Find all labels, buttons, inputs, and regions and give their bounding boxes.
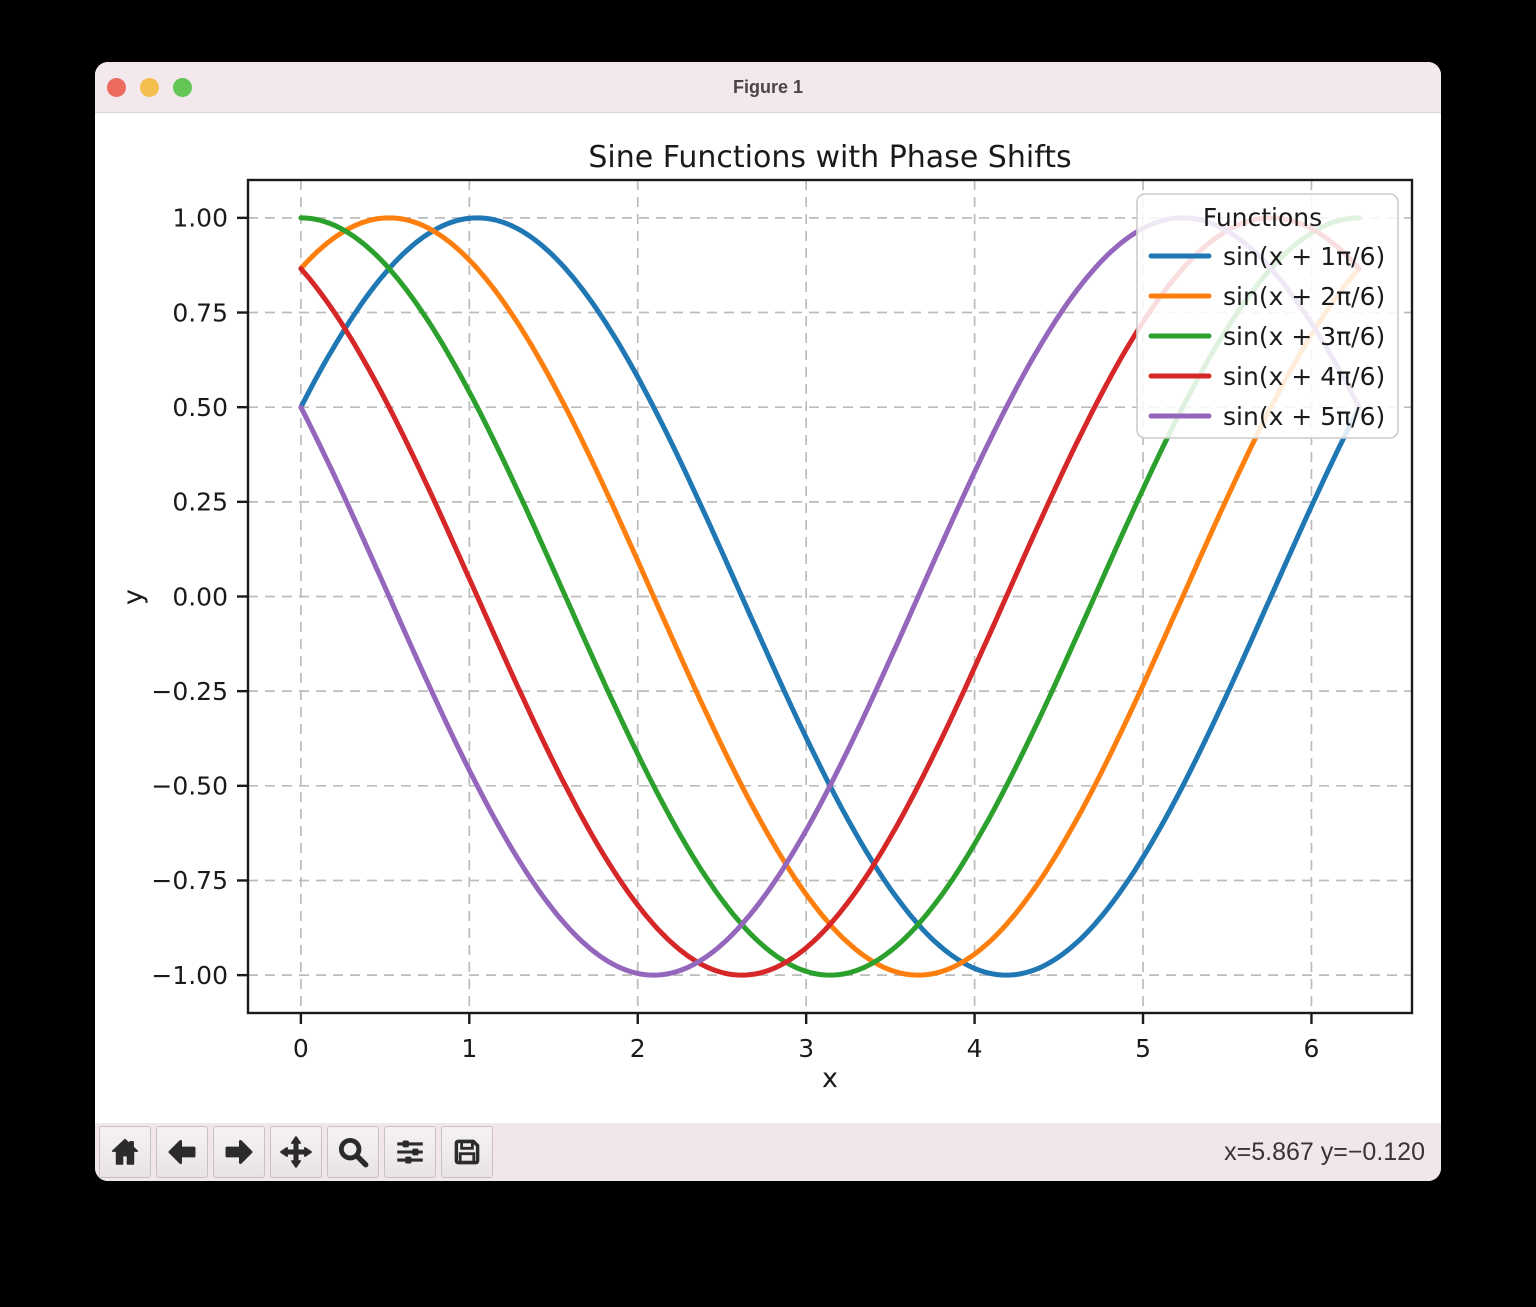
- window-title: Figure 1: [732, 76, 803, 97]
- home-icon: [111, 1138, 139, 1165]
- legend-entry-label: sin(x + 2π/6): [1223, 282, 1385, 311]
- x-tick-label: 4: [967, 1034, 983, 1063]
- sliders-icon: [397, 1140, 423, 1164]
- back-arrow-icon: [168, 1139, 196, 1165]
- x-axis-label: x: [822, 1063, 838, 1094]
- x-tick-label: 6: [1303, 1034, 1319, 1063]
- y-tick-label: 0.00: [172, 582, 228, 611]
- maximize-button[interactable]: [173, 77, 192, 97]
- y-tick-label: 0.50: [172, 393, 228, 422]
- x-tick-label: 0: [293, 1034, 309, 1063]
- pan-button[interactable]: [270, 1126, 322, 1178]
- y-axis-label: y: [118, 589, 149, 605]
- x-tick-label: 2: [630, 1034, 646, 1063]
- close-button[interactable]: [107, 77, 126, 97]
- minimize-button[interactable]: [140, 77, 159, 97]
- legend-title: Functions: [1203, 203, 1322, 232]
- chart-title: Sine Functions with Phase Shifts: [588, 140, 1071, 175]
- pan-move-icon: [280, 1136, 312, 1168]
- window-titlebar[interactable]: Figure 1: [95, 62, 1441, 113]
- y-tick-label: 1.00: [172, 204, 228, 233]
- figure-canvas[interactable]: 0 1 2 3 4 5 6 −1.00 −0.75 −0.50 −0.25 0.00 0.25 0.50 0…: [95, 113, 1441, 1123]
- configure-subplots-button[interactable]: [384, 1126, 436, 1178]
- x-tick-label: 3: [798, 1034, 814, 1063]
- traffic-lights: [107, 62, 192, 112]
- y-tick-label: −0.25: [151, 677, 228, 706]
- save-button[interactable]: [441, 1126, 493, 1178]
- home-button[interactable]: [99, 1126, 151, 1178]
- legend-entry-label: sin(x + 4π/6): [1223, 362, 1385, 391]
- x-tick-label: 5: [1135, 1034, 1151, 1063]
- figure-window: Figure 1 0 1 2 3 4 5 6 −1.00 −0.75 −0.50 −0.25 0.00…: [95, 62, 1441, 1181]
- legend-entry-label: sin(x + 5π/6): [1223, 402, 1385, 431]
- y-tick-label: −0.50: [151, 772, 228, 801]
- save-floppy-icon: [454, 1139, 480, 1165]
- legend-entry-label: sin(x + 3π/6): [1223, 322, 1385, 351]
- cursor-coordinates: x=5.867 y=−0.120: [1224, 1137, 1425, 1166]
- forward-arrow-icon: [225, 1139, 253, 1165]
- back-button[interactable]: [156, 1126, 208, 1178]
- legend-entry-label: sin(x + 1π/6): [1223, 242, 1385, 271]
- y-tick-label: 0.25: [172, 488, 228, 517]
- y-tick-label: −1.00: [151, 961, 228, 990]
- x-tick-label: 1: [461, 1034, 477, 1063]
- y-tick-label: −0.75: [151, 866, 228, 895]
- y-tick-label: 0.75: [172, 298, 228, 327]
- plot-area[interactable]: 0 1 2 3 4 5 6 −1.00 −0.75 −0.50 −0.25 0.00 0.25 0.50 0…: [95, 113, 1441, 1123]
- forward-button[interactable]: [213, 1126, 265, 1178]
- magnifier-icon: [338, 1137, 369, 1168]
- zoom-button[interactable]: [327, 1126, 379, 1178]
- navigation-toolbar: x=5.867 y=−0.120: [95, 1123, 1441, 1181]
